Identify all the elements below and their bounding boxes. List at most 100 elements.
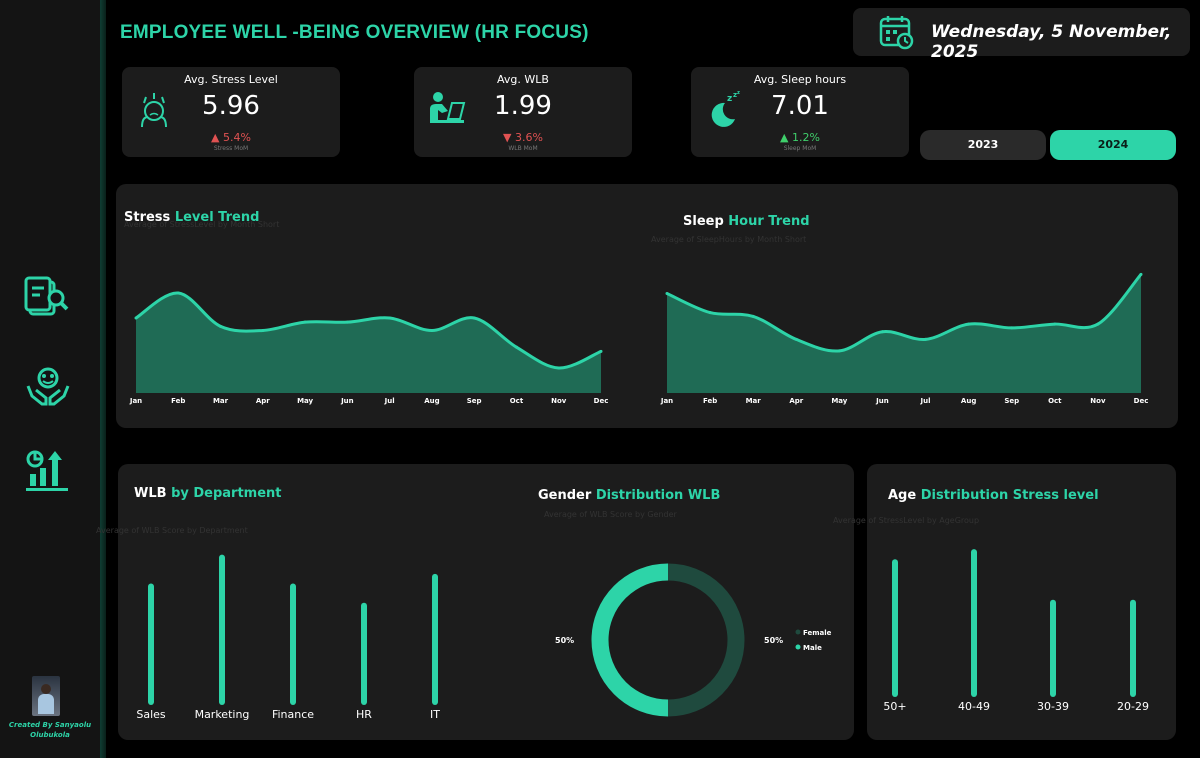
- age-panel: Age Distribution Stress level Average of…: [833, 464, 1176, 740]
- sleep-trend-title: Sleep Hour Trend: [683, 214, 810, 229]
- stress-trend-tick-label: Sep: [467, 397, 482, 405]
- year-2024-button[interactable]: 2024: [1050, 130, 1176, 160]
- sleep-trend-point[interactable]: [665, 291, 669, 295]
- growth-chart-icon[interactable]: [24, 448, 72, 492]
- legend-label: Male: [803, 644, 822, 652]
- sleep-trend-point[interactable]: [837, 349, 841, 353]
- sleep-trend-point[interactable]: [924, 337, 928, 341]
- sleep-trend-line: [666, 273, 1143, 353]
- legend-swatch: [795, 629, 801, 635]
- kpi-wlb-label: Avg. WLB: [497, 73, 549, 86]
- stress-trend-tick-label: Nov: [551, 397, 567, 405]
- sleep-trend-point[interactable]: [708, 311, 712, 315]
- year-2023-button[interactable]: 2023: [920, 130, 1046, 160]
- date-display: Wednesday, 5 November, 2025: [853, 8, 1190, 62]
- page-title: EMPLOYEE WELL -BEING OVERVIEW (HR FOCUS): [120, 22, 589, 43]
- gender-subtitle: Average of WLB Score by Gender: [544, 510, 677, 519]
- stress-trend-point[interactable]: [599, 349, 603, 353]
- creator-credit: Created By Sanyaolu Olubukola: [8, 721, 92, 739]
- kpi-stress-delta: ▲ 5.4%: [211, 131, 251, 144]
- stress-trend-point[interactable]: [514, 345, 518, 349]
- svg-text:z: z: [733, 91, 737, 99]
- kpi-stress-card: Avg. Stress Level 5.96 ▲ 5.4% Stress MoM: [122, 67, 340, 157]
- wlb-dept-title: WLB by Department: [134, 486, 282, 501]
- stress-trend-tick-label: Feb: [171, 397, 185, 405]
- kpi-sleep-label: Avg. Sleep hours: [753, 73, 847, 86]
- kpi-wlb-sub: WLB MoM: [508, 145, 538, 152]
- sleep-trend-point[interactable]: [751, 314, 755, 318]
- stress-trend-subtitle: Average of StressLevel by Month Short: [124, 220, 280, 229]
- stress-trend-tick-label: Mar: [213, 397, 229, 405]
- age-chart-svg: 50+ 40-49 30-39 20-29: [883, 549, 1149, 713]
- stress-trend-point[interactable]: [472, 316, 476, 320]
- wlb-dept-tick-label: Sales: [136, 708, 166, 721]
- kpi-stress-value: 5.96: [202, 91, 260, 121]
- svg-text:z: z: [727, 94, 732, 104]
- report-search-icon[interactable]: [24, 276, 72, 320]
- kpi-wlb-value: 1.99: [494, 91, 552, 121]
- kpi-sleep-card: z z z Avg. Sleep hours 7.01 ▲ 1.2% Sleep…: [691, 67, 909, 157]
- stress-trend-point[interactable]: [557, 366, 561, 370]
- sleep-trend-tick-label: Oct: [1048, 397, 1062, 405]
- stress-trend-line: [135, 291, 602, 370]
- age-stress-tick-label: 50+: [883, 700, 906, 713]
- sleep-trend-point[interactable]: [1053, 322, 1057, 326]
- legend-label: Female: [803, 629, 832, 637]
- stress-trend-tick-label: May: [297, 397, 313, 405]
- sleep-trend-tick-label: Jan: [660, 397, 673, 405]
- wlb-dept-tick-label: Finance: [272, 708, 314, 721]
- age-stress-tick-label: 20-29: [1117, 700, 1149, 713]
- sleep-trend-point[interactable]: [967, 322, 971, 326]
- sleep-trend-tick-label: Aug: [961, 397, 976, 405]
- age-subtitle: Average of StressLevel by AgeGroup: [833, 516, 980, 525]
- gender-slice-male[interactable]: [591, 563, 669, 717]
- stress-trend-point[interactable]: [134, 316, 138, 320]
- stress-trend-point[interactable]: [176, 291, 180, 295]
- stress-trend-point[interactable]: [261, 329, 265, 332]
- sleep-trend-tick-label: Apr: [789, 397, 803, 405]
- wlb-dept-tick-label: Marketing: [195, 708, 250, 721]
- trend-charts-svg: Jan Feb Mar Apr May Jun Jul Aug Sep Oct Nov Dec Jan F…: [129, 272, 1148, 405]
- sleep-trend-tick-label: Jun: [875, 397, 889, 405]
- kpi-sleep-sub: Sleep MoM: [783, 145, 817, 152]
- stress-trend-tick-label: Aug: [424, 397, 439, 405]
- stress-trend-tick-label: Jun: [340, 397, 354, 405]
- legend-swatch: [795, 644, 801, 650]
- stress-trend-area: [136, 292, 601, 393]
- kpi-wlb-card: Avg. WLB 1.99 ▼ 3.6% WLB MoM: [414, 67, 632, 157]
- kpi-stress-label: Avg. Stress Level: [184, 73, 278, 86]
- stress-trend-tick-label: Oct: [510, 397, 524, 405]
- wlb-dept-tick-label: HR: [356, 708, 372, 721]
- stress-trend-point[interactable]: [303, 320, 307, 324]
- stress-trend-point[interactable]: [345, 320, 349, 324]
- stress-trend-tick-label: Dec: [594, 397, 609, 405]
- stress-trend-tick-label: Jul: [384, 397, 395, 405]
- stress-trend-tick-label: Apr: [256, 397, 270, 405]
- gender-data-label: 50%: [555, 636, 574, 645]
- sleep-trend-point[interactable]: [1139, 272, 1143, 276]
- creator-avatar: [32, 676, 60, 716]
- stress-face-icon: [141, 93, 167, 128]
- gender-data-label: 50%: [764, 636, 783, 645]
- sidebar: Created By Sanyaolu Olubukola: [0, 0, 100, 758]
- sleep-trend-point[interactable]: [1096, 322, 1100, 326]
- stress-trend-title: Stress Level Trend: [124, 210, 260, 225]
- wellbeing-hands-icon[interactable]: [24, 364, 72, 408]
- gender-slice-female[interactable]: [667, 563, 745, 717]
- stress-trend-point[interactable]: [388, 316, 392, 320]
- sleep-trend-tick-label: Sep: [1004, 397, 1019, 405]
- kpi-sleep-delta: ▲ 1.2%: [780, 131, 820, 144]
- sidebar-divider: [100, 0, 106, 758]
- stress-trend-point[interactable]: [219, 324, 223, 328]
- age-stress-tick-label: 40-49: [958, 700, 990, 713]
- sleep-trend-point[interactable]: [880, 330, 884, 334]
- sleep-trend-point[interactable]: [794, 337, 798, 341]
- wlb-dept-tick-label: IT: [430, 708, 440, 721]
- kpi-stress-sub: Stress MoM: [213, 145, 249, 152]
- moon-sleep-icon: z z z: [711, 90, 740, 127]
- sleep-trend-tick-label: Nov: [1090, 397, 1106, 405]
- stress-trend-point[interactable]: [430, 329, 434, 332]
- sleep-trend-point[interactable]: [1010, 326, 1014, 330]
- age-title: Age Distribution Stress level: [888, 488, 1099, 503]
- svg-text:z: z: [737, 90, 740, 96]
